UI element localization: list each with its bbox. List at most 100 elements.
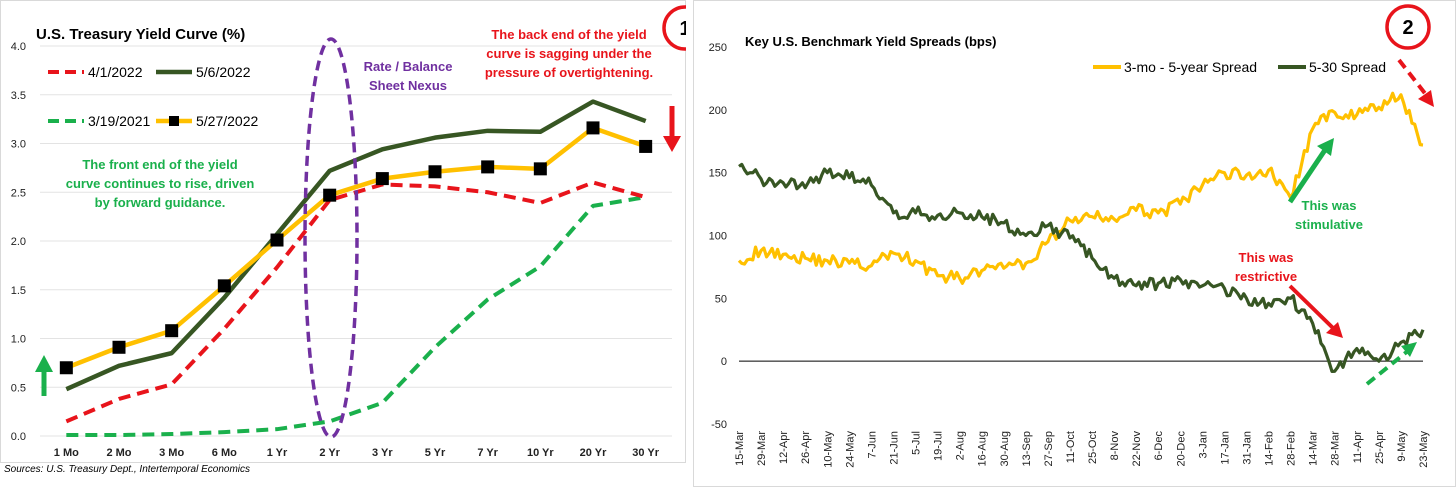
- data-point-marker: [270, 233, 284, 247]
- data-point-marker: [533, 162, 547, 176]
- down-arrow-head: [663, 136, 681, 152]
- x-tick-label: 8-Nov: [1109, 431, 1121, 461]
- y-tick-label: 200: [709, 105, 727, 117]
- y-tick-label: 2.0: [11, 236, 26, 248]
- x-tick-label: 20-Dec: [1175, 431, 1187, 467]
- x-tick-label: 1 Mo: [54, 447, 79, 459]
- stimulative-arrow-head: [1317, 138, 1334, 156]
- x-tick-label: 10 Yr: [527, 447, 554, 459]
- y-tick-label: 1.0: [11, 334, 26, 346]
- badge-circle: [1385, 4, 1431, 50]
- x-tick-label: 6-Dec: [1153, 431, 1165, 461]
- x-tick-label: 25-Apr: [1374, 431, 1386, 464]
- annotation-restrictive: This was: [1239, 250, 1294, 265]
- x-tick-label: 3-Jan: [1197, 431, 1209, 459]
- x-tick-label: 20 Yr: [580, 447, 607, 459]
- annotation-stimulative: This was: [1302, 198, 1357, 213]
- y-tick-label: 0: [721, 356, 727, 368]
- annotation-back-end: The back end of the yield: [491, 27, 646, 42]
- data-point-marker: [323, 188, 337, 202]
- x-tick-label: 15-Mar: [734, 431, 746, 466]
- x-tick-label: 24-May: [844, 431, 856, 468]
- legend-label: 4/1/2022: [88, 64, 143, 80]
- legend-label: 5-30 Spread: [1309, 59, 1386, 75]
- yield-curve-svg: U.S. Treasury Yield Curve (%) 0.0 0.5 1.0 1.…: [0, 0, 686, 463]
- x-tick-label: 16-Aug: [977, 431, 989, 466]
- up-arrow-head: [35, 355, 53, 372]
- badge-number: 1: [679, 18, 686, 40]
- x-tick-label: 27-Sep: [1043, 431, 1055, 466]
- y-tick-label: 2.5: [11, 187, 26, 199]
- annotation-front-end: The front end of the yield: [82, 157, 237, 172]
- x-tick-label: 19-Jul: [933, 431, 945, 461]
- x-tick-label: 21-Jun: [888, 431, 900, 465]
- x-tick-label: 2 Yr: [319, 447, 340, 459]
- x-tick-label: 11-Oct: [1065, 431, 1077, 463]
- legend-label: 3/19/2021: [88, 113, 150, 129]
- series-line: [65, 125, 647, 370]
- data-point-marker: [217, 279, 231, 293]
- annotation-restrictive: restrictive: [1235, 269, 1297, 284]
- nexus-ellipse: [303, 37, 359, 439]
- chart-title: Key U.S. Benchmark Yield Spreads (bps): [745, 34, 996, 49]
- data-point-marker: [165, 324, 179, 338]
- y-tick-label: 3.0: [11, 139, 26, 151]
- stimulative-arrow: [1287, 148, 1328, 204]
- x-tick-label: 17-Jan: [1219, 431, 1231, 465]
- x-tick-label: 7-Jun: [866, 431, 878, 459]
- dashed-down-arrow-head: [1418, 90, 1434, 107]
- y-tick-label: 4.0: [11, 41, 26, 53]
- data-point-marker: [375, 172, 389, 186]
- x-tick-label: 13-Sep: [1021, 431, 1033, 466]
- y-tick-label: 1.5: [11, 285, 26, 297]
- x-tick-label: 11-Apr: [1352, 431, 1364, 464]
- sources-note: Sources: U.S. Treasury Dept., Intertempo…: [4, 464, 251, 475]
- restrictive-arrow-head: [1326, 322, 1343, 338]
- x-tick-label: 28-Mar: [1330, 431, 1342, 466]
- y-tick-label: 100: [709, 231, 727, 243]
- data-point-marker: [112, 340, 126, 354]
- annotation-front-end: curve continues to rise, driven: [66, 176, 255, 191]
- x-tick-label: 10-May: [822, 431, 834, 468]
- legend-label: 5/27/2022: [196, 113, 258, 129]
- series-line: [738, 162, 1425, 374]
- y-tick-label: 150: [709, 168, 727, 180]
- y-tick-label: 250: [709, 42, 727, 54]
- data-point-marker: [639, 139, 653, 153]
- y-tick-label: 3.5: [11, 90, 26, 102]
- x-tick-label: 2 Mo: [106, 447, 131, 459]
- x-tick-label: 28-Feb: [1286, 431, 1298, 466]
- dashed-up-arrow-head: [1401, 342, 1417, 357]
- x-tick-label: 31-Jan: [1241, 431, 1253, 465]
- badge-circle: [662, 5, 686, 51]
- x-tick-label: 30-Aug: [999, 431, 1011, 466]
- annotation-front-end: by forward guidance.: [95, 195, 226, 210]
- x-tick-label: 12-Apr: [778, 431, 790, 464]
- x-tick-label: 7 Yr: [477, 447, 498, 459]
- badge-number: 2: [1402, 17, 1413, 39]
- legend-label: 3-mo - 5-year Spread: [1124, 59, 1257, 75]
- x-tick-label: 26-Apr: [800, 431, 812, 464]
- data-point-marker: [428, 165, 442, 179]
- dashed-down-arrow: [1397, 58, 1429, 98]
- chart-title: U.S. Treasury Yield Curve (%): [36, 26, 245, 43]
- series-line: [66, 195, 646, 438]
- annotation-nexus: Rate / Balance: [364, 59, 453, 74]
- x-tick-label: 9-May: [1396, 431, 1408, 462]
- legend-marker: [169, 116, 179, 126]
- yield-curve-chart: U.S. Treasury Yield Curve (%) 0.0 0.5 1.0 1.…: [0, 0, 686, 463]
- annotation-back-end: curve is sagging under the: [486, 46, 651, 61]
- x-tick-label: 25-Oct: [1087, 431, 1099, 464]
- chart-frame: [693, 0, 1456, 487]
- y-tick-label: -50: [711, 419, 727, 431]
- x-tick-label: 3 Mo: [159, 447, 184, 459]
- data-point-marker: [481, 160, 495, 174]
- x-tick-label: 14-Feb: [1264, 431, 1276, 466]
- dashed-up-arrow: [1365, 348, 1411, 386]
- annotation-stimulative: stimulative: [1295, 217, 1363, 232]
- x-tick-label: 29-Mar: [756, 431, 768, 466]
- x-tick-label: 2-Aug: [955, 431, 967, 460]
- spreads-svg: Key U.S. Benchmark Yield Spreads (bps) -5…: [693, 0, 1456, 487]
- x-tick-label: 5-Jul: [911, 431, 923, 455]
- x-tick-label: 22-Nov: [1131, 431, 1143, 467]
